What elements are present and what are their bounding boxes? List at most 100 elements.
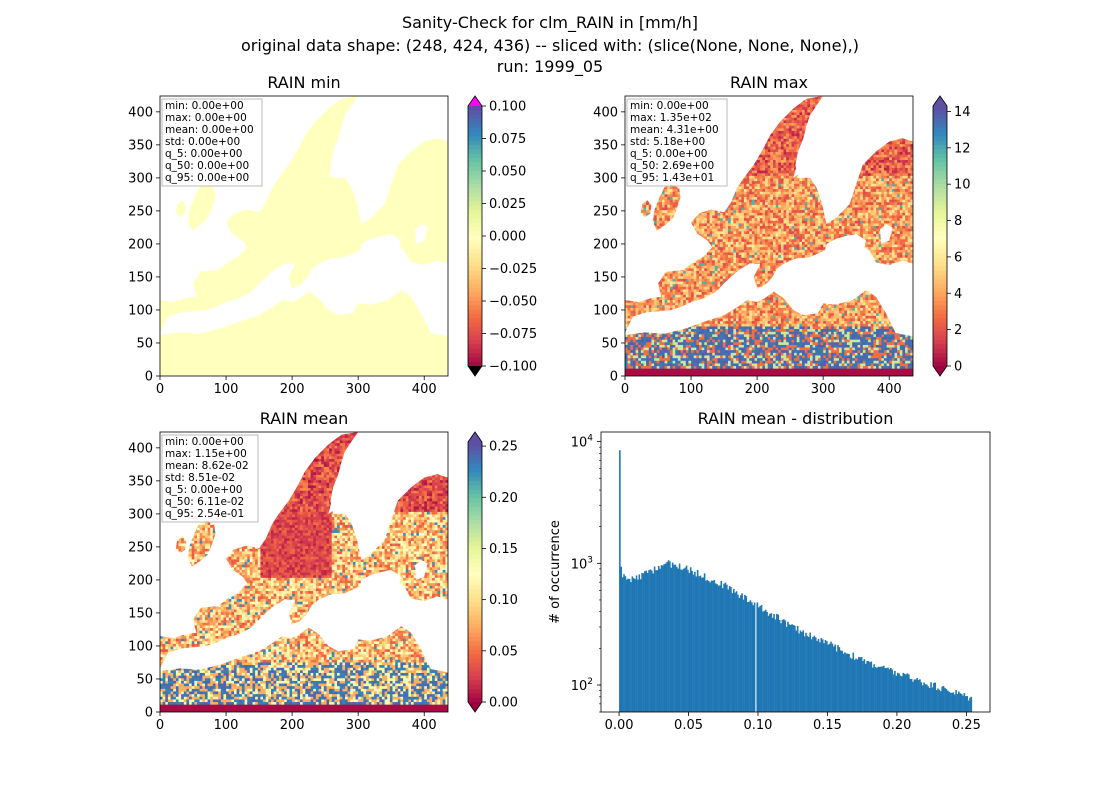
histogram-bar <box>783 619 785 712</box>
histogram-bar <box>944 687 946 712</box>
histogram-bar <box>646 573 649 712</box>
colorbar-tick-label: 0.000 <box>489 230 526 245</box>
x-tick-label: 400 <box>877 382 902 397</box>
histogram-bar <box>799 630 802 712</box>
histogram-bar <box>764 609 767 712</box>
histogram-bar <box>778 619 781 712</box>
histogram-bar <box>727 589 730 712</box>
histogram-bar <box>855 658 857 712</box>
histogram-bar <box>632 578 635 712</box>
histogram-bar <box>669 561 671 712</box>
histogram-bar <box>834 644 836 712</box>
histogram-bar <box>898 673 900 712</box>
histogram-bar <box>746 602 749 712</box>
histogram-bar <box>828 643 831 712</box>
histogram-bar <box>714 583 717 712</box>
colorbar-tick-label: 0.025 <box>489 197 526 212</box>
histogram-bar <box>731 593 734 712</box>
colorbar-tick-label: 0.100 <box>489 100 526 115</box>
histogram-bar <box>781 619 784 712</box>
y-tick-label: 250 <box>128 540 153 555</box>
stats-line: std: 8.51e-02 <box>165 472 235 484</box>
histogram-bar <box>901 676 903 712</box>
histogram-bar <box>694 571 696 712</box>
histogram-bar <box>928 687 931 712</box>
histogram-bar <box>699 575 702 712</box>
histogram-bar <box>795 630 798 712</box>
x-tick-label: 100 <box>679 382 704 397</box>
histogram-bar <box>663 564 666 712</box>
histogram-bar <box>820 637 823 712</box>
histogram-bar <box>688 572 691 712</box>
y-tick-label: 300 <box>128 171 153 186</box>
colorbar-tick-label: 0.20 <box>489 491 518 506</box>
stats-box <box>626 98 728 187</box>
histogram-bar <box>749 600 752 712</box>
histogram-bar <box>676 566 678 712</box>
histogram-bar <box>621 577 624 712</box>
y-tick-label: 100 <box>128 303 153 318</box>
histogram-bar <box>796 626 799 712</box>
histogram-bar <box>837 645 839 712</box>
histogram-bar <box>910 678 913 712</box>
histogram-bar <box>667 560 670 712</box>
histogram-bar <box>771 617 774 712</box>
histogram-bar <box>914 679 917 712</box>
histogram-bar <box>639 579 642 712</box>
x-tick-label: 100 <box>214 382 239 397</box>
x-tick-label: 0.15 <box>813 718 842 733</box>
histogram-bar <box>878 666 881 712</box>
histogram-bar <box>748 601 750 712</box>
histogram-bar <box>856 659 859 712</box>
histogram-bar <box>724 582 727 712</box>
histogram-bar <box>644 571 646 712</box>
x-tick-label: 400 <box>412 718 437 733</box>
histogram-bar <box>876 667 878 712</box>
histogram-bar <box>858 657 860 712</box>
histogram-bar <box>966 696 968 712</box>
y-tick-label: 50 <box>136 336 153 351</box>
stats-line: std: 5.18e+00 <box>630 136 705 148</box>
histogram-bar <box>716 584 718 712</box>
histogram-bar <box>670 567 673 712</box>
histogram-bar <box>756 602 759 712</box>
histogram-bar <box>871 667 874 712</box>
histogram-bar <box>723 583 725 712</box>
histogram-bar <box>842 653 845 712</box>
y-tick-label: 103 <box>571 555 593 572</box>
histogram-bar <box>826 641 828 712</box>
colorbar-tick-label: 0.10 <box>489 593 518 608</box>
histogram-bar <box>726 584 728 712</box>
histogram-bar <box>967 700 970 712</box>
axes-frame <box>624 95 914 377</box>
histogram-bar <box>835 651 838 712</box>
histogram-bar <box>741 593 743 712</box>
histogram-bar <box>735 591 738 712</box>
histogram-bar <box>909 678 912 712</box>
histogram-bar <box>958 691 960 712</box>
histogram-bar <box>899 675 902 712</box>
histogram-bar <box>831 643 834 712</box>
y-tick-label: 0 <box>610 370 618 385</box>
histogram-bar <box>881 666 884 712</box>
histogram-bar <box>757 607 760 712</box>
panel-title: RAIN max <box>730 73 808 92</box>
histogram-bar <box>791 624 793 712</box>
stats-line: q_95: 0.00e+00 <box>165 172 249 184</box>
histogram-bar <box>751 602 753 712</box>
colorbar-extend-min <box>468 702 482 712</box>
stats-line: q_95: 1.43e+01 <box>630 172 714 184</box>
histogram-bar <box>931 687 934 712</box>
histogram-bar <box>883 665 885 712</box>
panel-title: RAIN mean <box>260 409 349 428</box>
histogram-bar <box>628 578 631 712</box>
histogram-bar <box>627 578 629 712</box>
histogram-bar <box>641 572 643 712</box>
axes-frame <box>600 431 991 713</box>
histogram-bar <box>889 668 892 712</box>
histogram-bar <box>695 576 698 712</box>
histogram-bar <box>701 577 703 712</box>
histogram-bar <box>744 594 746 712</box>
